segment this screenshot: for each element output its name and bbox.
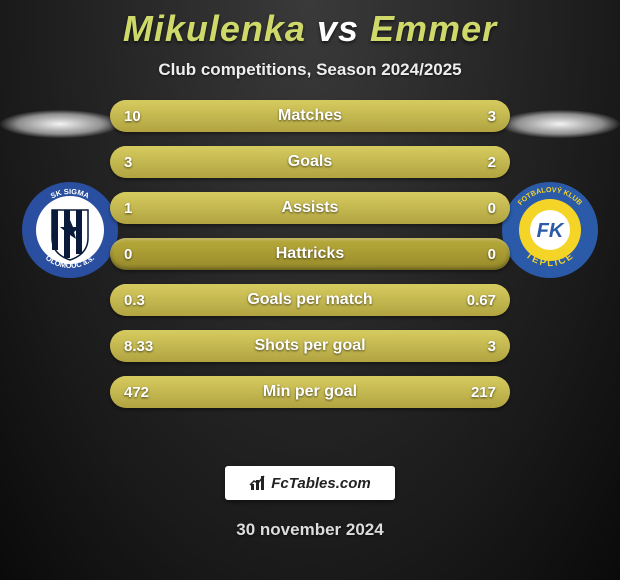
stat-value-left: 8.33 — [124, 330, 153, 362]
stat-bars: Matches103Goals32Assists10Hattricks00Goa… — [110, 100, 510, 408]
stat-value-left: 0.3 — [124, 284, 145, 316]
comparison-title: Mikulenka vs Emmer — [0, 0, 620, 50]
stat-row: Assists1 0 — [110, 192, 510, 224]
vs-label: vs — [317, 8, 359, 49]
stat-label: Goals — [110, 146, 510, 178]
stat-row: Goals per match0.3 0.67 — [110, 284, 510, 316]
footer-date: 30 november 2024 — [0, 520, 620, 540]
chart-icon — [249, 474, 267, 492]
stat-value-right: 0 — [488, 192, 496, 224]
stat-label: Assists — [110, 192, 510, 224]
stat-label: Hattricks — [110, 238, 510, 270]
stat-label: Goals per match — [110, 284, 510, 316]
stat-value-left: 1 — [124, 192, 132, 224]
spotlight-right — [500, 110, 620, 138]
right-club-crest: FOTBALOVÝ KLUB TEPLICE FK — [500, 180, 600, 280]
stat-value-right: 0 — [488, 238, 496, 270]
stat-value-left: 0 — [124, 238, 132, 270]
stat-row: Shots per goal8.33 3 — [110, 330, 510, 362]
stat-value-left: 472 — [124, 376, 149, 408]
stat-row: Min per goal472 217 — [110, 376, 510, 408]
stat-label: Shots per goal — [110, 330, 510, 362]
brand-badge[interactable]: FcTables.com — [225, 466, 395, 500]
season-subtitle: Club competitions, Season 2024/2025 — [0, 60, 620, 80]
left-club-crest: SK SIGMA OLOMOUC a.s. — [20, 180, 120, 280]
stat-value-right: 217 — [471, 376, 496, 408]
crest-monogram: FK — [537, 220, 565, 242]
stat-value-left: 10 — [124, 100, 141, 132]
stat-row: Goals3 2 — [110, 146, 510, 178]
comparison-stage: SK SIGMA OLOMOUC a.s. FOTBALOVÝ KLUB TEP… — [0, 100, 620, 440]
stat-value-right: 3 — [488, 100, 496, 132]
player1-name: Mikulenka — [123, 8, 306, 49]
stat-value-left: 3 — [124, 146, 132, 178]
stat-value-right: 0.67 — [467, 284, 496, 316]
crest-shield — [52, 210, 88, 260]
spotlight-left — [0, 110, 120, 138]
stat-row: Matches10 3 — [110, 100, 510, 132]
stat-label: Min per goal — [110, 376, 510, 408]
stat-row: Hattricks0 0 — [110, 238, 510, 270]
brand-text: FcTables.com — [271, 475, 370, 492]
stat-label: Matches — [110, 100, 510, 132]
player2-name: Emmer — [370, 8, 497, 49]
stat-value-right: 3 — [488, 330, 496, 362]
stat-value-right: 2 — [488, 146, 496, 178]
